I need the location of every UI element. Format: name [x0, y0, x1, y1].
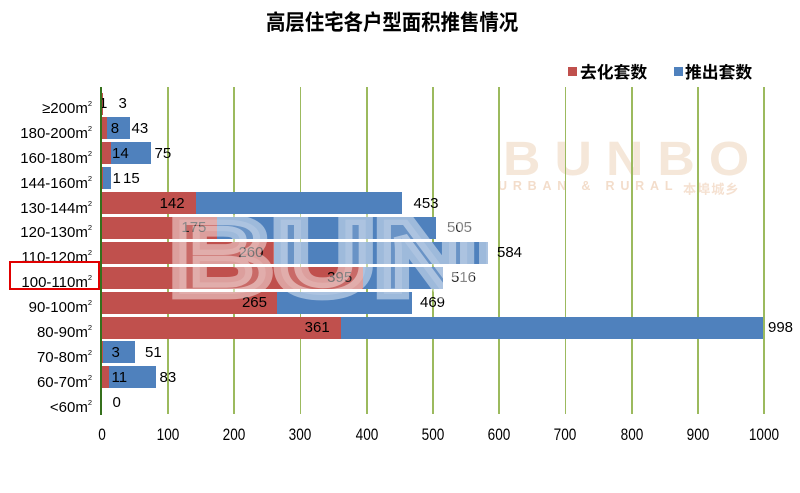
- svg-text:BUNBO: BUNBO: [170, 196, 494, 317]
